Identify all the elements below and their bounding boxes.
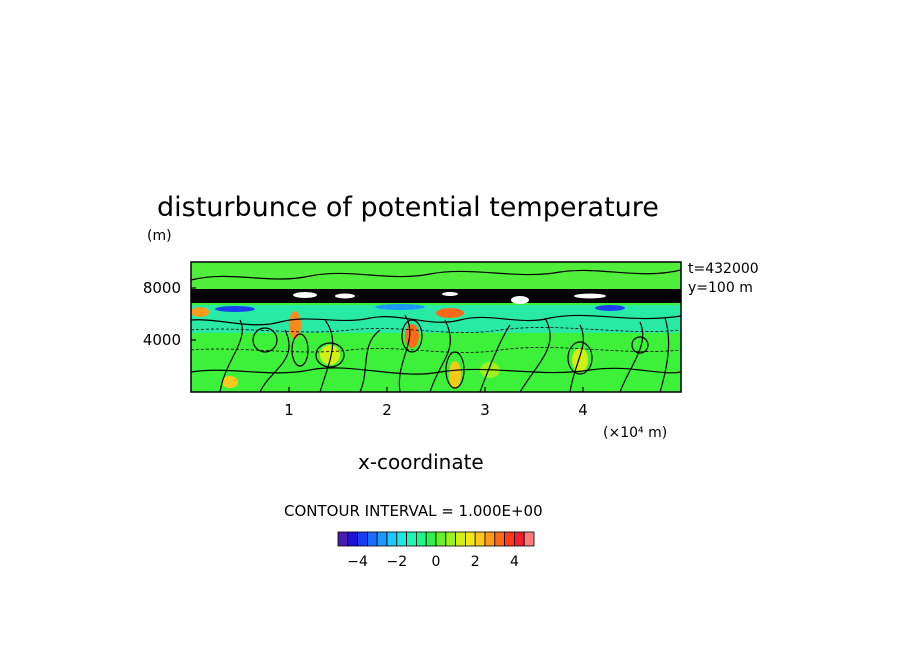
dashed-contours [191,327,681,353]
negative-spot [595,305,625,311]
colorbar-cell [435,531,447,547]
band-gap [293,292,317,298]
colorbar-cell [504,531,515,547]
colorbar-cell [357,531,368,547]
colorbar-cell [484,531,496,547]
negative-spot [375,304,425,310]
positive-spot [222,376,238,388]
x-tick-label: 3 [480,401,490,419]
positive-spot [191,307,209,317]
colorbar-cell [386,531,398,547]
band-gap [442,292,458,296]
y-ticks: 4000 8000 [143,279,196,349]
positive-spot [449,361,461,389]
band-gap [511,296,529,304]
plot-frame [190,261,682,393]
positive-spot [289,311,301,339]
y-tick-label: 8000 [143,279,181,297]
colorbar-cell [474,531,486,547]
x-unit-label: (×10⁴ m) [603,425,667,441]
colorbar-tick-label: 4 [510,554,519,570]
y-axis-label: (m) [147,228,172,244]
colorbar-cell [376,531,388,547]
x-tick-label: 4 [578,401,588,419]
annotation-time: t=432000 [688,261,759,277]
band-gap [574,293,606,299]
colorbar-tick-label: −4 [347,554,368,570]
positive-spot [405,324,419,348]
contour-interval-label: CONTOUR INTERVAL = 1.000E+00 [284,502,543,520]
colorbar-cell [396,531,407,547]
colorbar-cell [464,531,476,547]
colorbar-cell [366,531,378,547]
annotation-y: y=100 m [688,280,753,296]
colorbar-cell [415,531,427,547]
x-ticks: 1 2 3 4 [284,387,588,419]
colorbar-ticks: −4 −2 0 2 4 [347,554,519,570]
positive-spot [320,345,340,365]
colorbar-tick-label: −2 [386,554,407,570]
colorbar-cell [425,531,437,547]
x-tick-label: 1 [284,401,294,419]
chart-title: disturbunce of potential temperature [157,192,659,223]
colorbar-cell [445,531,456,547]
band-gap [335,293,355,299]
colorbar-cell [514,531,525,547]
colorbar-cell [494,531,505,547]
positive-spot [436,308,464,318]
colorbar-cell [337,531,349,547]
upper-band [191,262,681,292]
colorbar [337,531,535,547]
negative-spot [215,306,255,312]
colorbar-cell [523,531,535,547]
colorbar-cell [406,531,417,547]
plot-area [191,262,681,392]
colorbar-tick-label: 2 [471,554,480,570]
contour-band [191,289,681,303]
colorbar-cell [347,531,358,547]
positive-spot [572,348,588,372]
colorbar-cell [455,531,466,547]
x-axis-label: x-coordinate [358,450,484,474]
y-tick-label: 4000 [143,331,181,349]
colorbar-tick-label: 0 [432,554,441,570]
x-tick-label: 2 [382,401,392,419]
